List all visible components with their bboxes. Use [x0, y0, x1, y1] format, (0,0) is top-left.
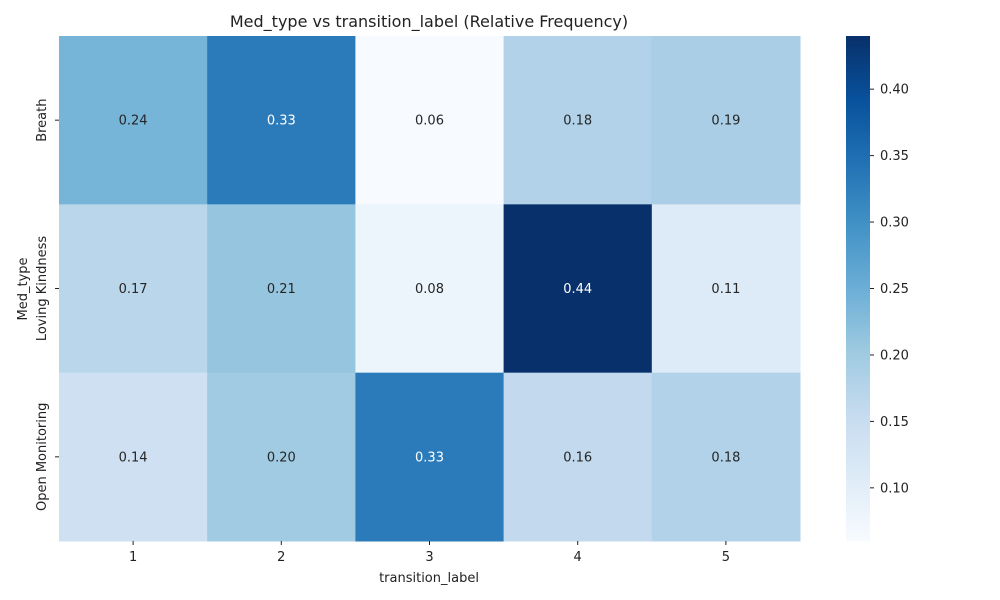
heatmap-cell [503, 204, 653, 374]
heatmap-cell [207, 204, 356, 374]
heatmap-cell [651, 36, 801, 205]
heatmap-cell [207, 36, 356, 205]
cell-value-label: 0.17 [119, 282, 148, 297]
x-tick-label: 4 [574, 550, 582, 565]
chart-title: Med_type vs transition_label (Relative F… [230, 12, 628, 32]
heatmap-cell [355, 204, 505, 374]
cell-value-label: 0.18 [563, 114, 592, 129]
cell-value-label: 0.06 [415, 114, 444, 129]
x-axis-label: transition_label [379, 571, 479, 586]
cell-value-label: 0.08 [415, 282, 444, 297]
y-tick-label: Loving Kindness [35, 236, 50, 342]
heatmap-cell [355, 36, 505, 205]
cell-value-label: 0.19 [711, 114, 740, 129]
heatmap-cells: 0.24 0.33 0.06 0.18 0.19 0.17 0.21 0.08 0.44 0.11… [59, 36, 801, 542]
y-axis-label: Med_type [16, 257, 31, 320]
heatmap-cell [503, 36, 653, 205]
colorbar-tick-label: 0.20 [880, 348, 909, 363]
cell-value-label: 0.24 [119, 114, 148, 129]
colorbar-tick-label: 0.15 [880, 415, 909, 430]
cell-value-label: 0.21 [267, 282, 296, 297]
colorbar-tick-label: 0.40 [880, 83, 909, 98]
cell-value-label: 0.11 [711, 282, 740, 297]
heatmap-cell [59, 36, 208, 205]
heatmap-cell [651, 372, 801, 542]
heatmap-cell [503, 372, 653, 542]
x-tick-label: 3 [425, 550, 433, 565]
heatmap-cell [355, 372, 505, 542]
y-tick-label: Breath [35, 99, 50, 142]
cell-value-label: 0.33 [415, 450, 444, 465]
x-tick-label: 2 [277, 550, 285, 565]
heatmap-cell [59, 372, 208, 542]
colorbar-tick-label: 0.10 [880, 481, 909, 496]
cell-value-label: 0.20 [267, 450, 296, 465]
y-tick-label: Open Monitoring [35, 403, 50, 511]
colorbar-tick-label: 0.30 [880, 216, 909, 231]
colorbar-ticks: 0.10 0.15 0.20 0.25 0.30 0.35 0.40 [870, 83, 909, 496]
cell-value-label: 0.44 [563, 282, 592, 297]
cell-value-label: 0.18 [711, 450, 740, 465]
colorbar [846, 36, 870, 541]
x-tick-label: 1 [129, 550, 137, 565]
heatmap-cell [651, 204, 801, 374]
cell-value-label: 0.16 [563, 450, 592, 465]
colorbar-tick-label: 0.35 [880, 149, 909, 164]
colorbar-tick-label: 0.25 [880, 282, 909, 297]
x-tick-label: 5 [722, 550, 730, 565]
heatmap-cell [207, 372, 356, 542]
x-axis-ticks: 1 2 3 4 5 [129, 541, 730, 565]
y-axis-ticks: Breath Loving Kindness Open Monitoring [35, 99, 59, 511]
cell-value-label: 0.33 [267, 114, 296, 129]
cell-value-label: 0.14 [119, 450, 148, 465]
heatmap-cell [59, 204, 208, 374]
